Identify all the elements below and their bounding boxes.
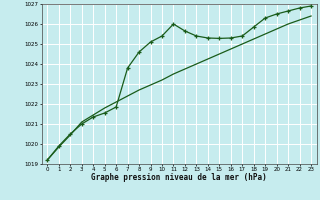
X-axis label: Graphe pression niveau de la mer (hPa): Graphe pression niveau de la mer (hPa) [91, 173, 267, 182]
